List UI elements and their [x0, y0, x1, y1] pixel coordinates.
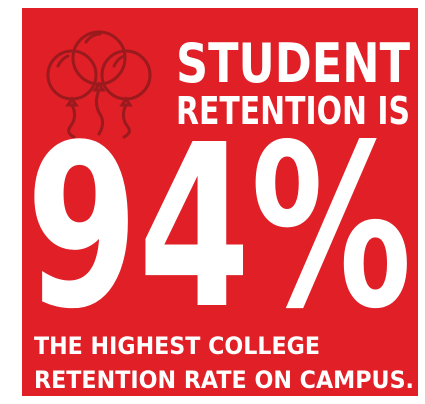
footer-line1: THE HIGHEST COLLEGE [34, 332, 320, 360]
stat: 94% [26, 97, 412, 359]
footer-line2: RETENTION RATE ON CAMPUS. [34, 366, 414, 394]
headline-line2: RETENTION IS [176, 89, 410, 133]
headline-line1: STUDENT [176, 32, 410, 95]
background [22, 8, 418, 396]
balloons-icon [46, 30, 152, 139]
